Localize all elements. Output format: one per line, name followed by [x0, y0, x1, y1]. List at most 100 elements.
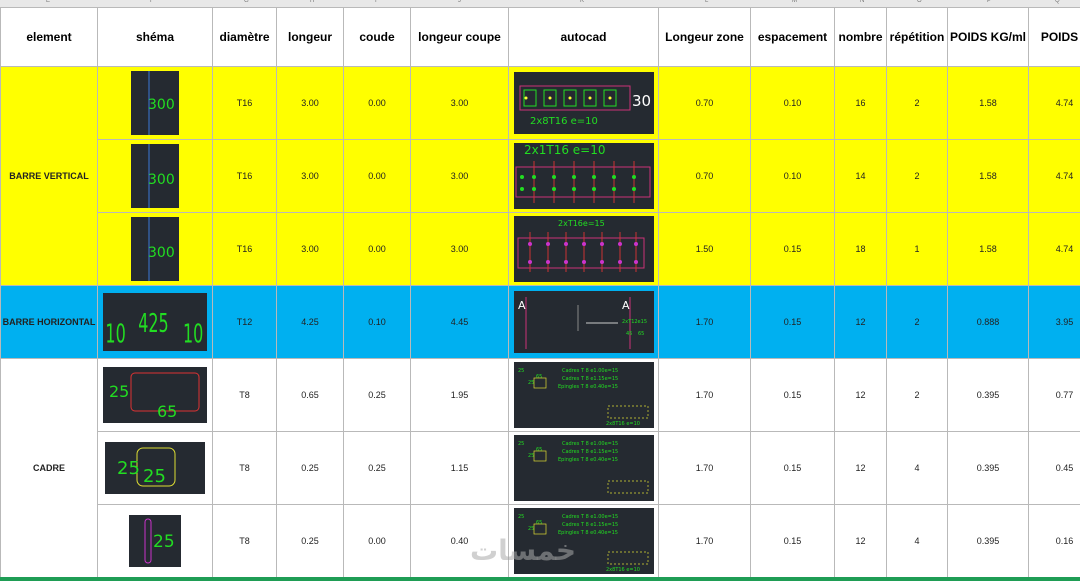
- longeur-zone-cell[interactable]: 0.70: [658, 139, 751, 213]
- column-letter[interactable]: L: [705, 0, 709, 4]
- header-espacement[interactable]: espacement: [750, 7, 835, 67]
- column-letter[interactable]: M: [792, 0, 797, 4]
- header-poids-kg-ml[interactable]: POIDS KG/ml: [947, 7, 1029, 67]
- header-longeur-zone[interactable]: Longeur zone: [658, 7, 751, 67]
- column-letter[interactable]: E: [46, 0, 51, 4]
- column-letter[interactable]: P: [987, 0, 992, 4]
- header-nombre[interactable]: nombre: [834, 7, 887, 67]
- poids-kg-ml-cell[interactable]: 0.395: [947, 358, 1029, 432]
- longeur-cell[interactable]: 0.65: [276, 358, 344, 432]
- coude-cell[interactable]: 0.00: [343, 504, 411, 578]
- header-repetition[interactable]: répétition: [886, 7, 948, 67]
- repetition-cell[interactable]: 2: [886, 66, 948, 140]
- autocad-cell[interactable]: 2x8T16 e=10 30: [508, 66, 659, 140]
- poids-c-cell[interactable]: 0.77: [1028, 358, 1080, 432]
- column-letter[interactable]: K: [580, 0, 585, 4]
- poids-c-cell[interactable]: 4.74: [1028, 212, 1080, 286]
- element-cell-horizontal[interactable]: BARRE HORIZONTAL: [0, 285, 98, 359]
- nombre-cell[interactable]: 12: [834, 358, 887, 432]
- column-letter[interactable]: Q: [1055, 0, 1060, 4]
- poids-c-cell[interactable]: 4.74: [1028, 66, 1080, 140]
- autocad-cell[interactable]: 2x1T16 e=10: [508, 139, 659, 213]
- diametre-cell[interactable]: T8: [212, 431, 277, 505]
- header-diametre[interactable]: diamètre: [212, 7, 277, 67]
- repetition-cell[interactable]: 4: [886, 504, 948, 578]
- longeur-zone-cell[interactable]: 1.70: [658, 504, 751, 578]
- poids-kg-ml-cell[interactable]: 1.58: [947, 139, 1029, 213]
- autocad-cell[interactable]: 2xT16e=15: [508, 212, 659, 286]
- longeur-cell[interactable]: 0.25: [276, 504, 344, 578]
- diametre-cell[interactable]: T16: [212, 66, 277, 140]
- nombre-cell[interactable]: 12: [834, 431, 887, 505]
- poids-c-cell[interactable]: 0.45: [1028, 431, 1080, 505]
- header-poids-c[interactable]: POIDS c: [1028, 7, 1080, 67]
- coude-cell[interactable]: 0.00: [343, 66, 411, 140]
- longeur-cell[interactable]: 3.00: [276, 66, 344, 140]
- schema-cell[interactable]: 300: [97, 139, 213, 213]
- longeur-cell[interactable]: 3.00: [276, 212, 344, 286]
- longeur-zone-cell[interactable]: 1.50: [658, 212, 751, 286]
- coude-cell[interactable]: 0.10: [343, 285, 411, 359]
- espacement-cell[interactable]: 0.15: [750, 504, 835, 578]
- diametre-cell[interactable]: T16: [212, 139, 277, 213]
- schema-cell[interactable]: 25: [97, 504, 213, 578]
- poids-kg-ml-cell[interactable]: 0.395: [947, 504, 1029, 578]
- repetition-cell[interactable]: 2: [886, 358, 948, 432]
- autocad-cell[interactable]: 25 65 25 Cadres T 8 e1.00e=15 Cadres T 8…: [508, 358, 659, 432]
- autocad-cell[interactable]: 25 65 25 Cadres T 8 e1.00e=15 Cadres T 8…: [508, 504, 659, 578]
- poids-c-cell[interactable]: 0.16: [1028, 504, 1080, 578]
- column-letter[interactable]: N: [860, 0, 865, 4]
- espacement-cell[interactable]: 0.15: [750, 212, 835, 286]
- longeur-coupe-cell[interactable]: 3.00: [410, 212, 509, 286]
- diametre-cell[interactable]: T12: [212, 285, 277, 359]
- poids-kg-ml-cell[interactable]: 0.395: [947, 431, 1029, 505]
- poids-kg-ml-cell[interactable]: 1.58: [947, 66, 1029, 140]
- longeur-coupe-cell[interactable]: 3.00: [410, 66, 509, 140]
- nombre-cell[interactable]: 16: [834, 66, 887, 140]
- column-letter[interactable]: O: [917, 0, 922, 4]
- header-schema[interactable]: shéma: [97, 7, 213, 67]
- schema-cell[interactable]: 25 65: [97, 358, 213, 432]
- repetition-cell[interactable]: 4: [886, 431, 948, 505]
- schema-cell[interactable]: 10 425 10: [97, 285, 213, 359]
- header-longeur[interactable]: longeur: [276, 7, 344, 67]
- poids-kg-ml-cell[interactable]: 0.888: [947, 285, 1029, 359]
- coude-cell[interactable]: 0.00: [343, 212, 411, 286]
- longeur-coupe-cell[interactable]: 3.00: [410, 139, 509, 213]
- coude-cell[interactable]: 0.00: [343, 139, 411, 213]
- longeur-coupe-cell[interactable]: 1.15: [410, 431, 509, 505]
- header-autocad[interactable]: autocad: [508, 7, 659, 67]
- autocad-cell[interactable]: A A 2xT12e15 45 65: [508, 285, 659, 359]
- longeur-coupe-cell[interactable]: 1.95: [410, 358, 509, 432]
- espacement-cell[interactable]: 0.10: [750, 66, 835, 140]
- autocad-cell[interactable]: 25 65 25 Cadres T 8 e1.00e=15 Cadres T 8…: [508, 431, 659, 505]
- longeur-cell[interactable]: 3.00: [276, 139, 344, 213]
- repetition-cell[interactable]: 2: [886, 285, 948, 359]
- column-letter[interactable]: G: [244, 0, 249, 4]
- longeur-coupe-cell[interactable]: 0.40: [410, 504, 509, 578]
- longeur-coupe-cell[interactable]: 4.45: [410, 285, 509, 359]
- longeur-zone-cell[interactable]: 1.70: [658, 358, 751, 432]
- repetition-cell[interactable]: 2: [886, 139, 948, 213]
- diametre-cell[interactable]: T16: [212, 212, 277, 286]
- longeur-zone-cell[interactable]: 0.70: [658, 66, 751, 140]
- coude-cell[interactable]: 0.25: [343, 358, 411, 432]
- poids-c-cell[interactable]: 4.74: [1028, 139, 1080, 213]
- longeur-cell[interactable]: 0.25: [276, 431, 344, 505]
- espacement-cell[interactable]: 0.15: [750, 431, 835, 505]
- schema-cell[interactable]: 25 25: [97, 431, 213, 505]
- longeur-zone-cell[interactable]: 1.70: [658, 431, 751, 505]
- espacement-cell[interactable]: 0.15: [750, 358, 835, 432]
- longeur-zone-cell[interactable]: 1.70: [658, 285, 751, 359]
- header-longeur-coupe[interactable]: longeur coupe: [410, 7, 509, 67]
- nombre-cell[interactable]: 14: [834, 139, 887, 213]
- poids-kg-ml-cell[interactable]: 1.58: [947, 212, 1029, 286]
- poids-c-cell[interactable]: 3.95: [1028, 285, 1080, 359]
- schema-cell[interactable]: 300: [97, 212, 213, 286]
- column-letter[interactable]: F: [150, 0, 154, 4]
- header-coude[interactable]: coude: [343, 7, 411, 67]
- element-cell-vertical[interactable]: BARRE VERTICAL: [0, 66, 98, 286]
- espacement-cell[interactable]: 0.15: [750, 285, 835, 359]
- diametre-cell[interactable]: T8: [212, 504, 277, 578]
- schema-cell[interactable]: 300: [97, 66, 213, 140]
